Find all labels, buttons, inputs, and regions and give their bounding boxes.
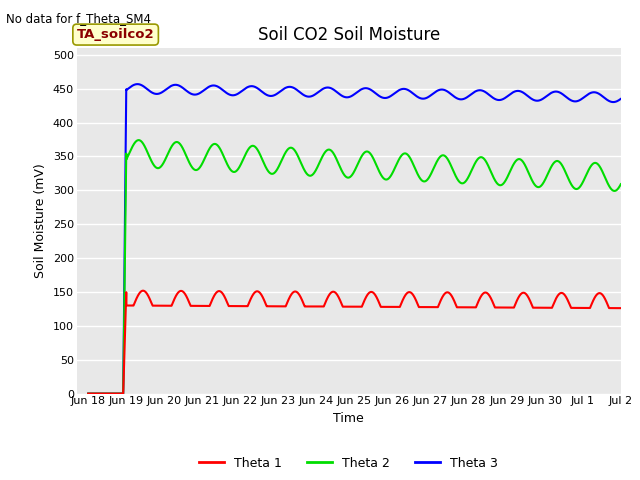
Text: No data for f_Theta_SM4: No data for f_Theta_SM4 (6, 12, 152, 25)
Text: TA_soilco2: TA_soilco2 (77, 28, 154, 41)
Title: Soil CO2 Soil Moisture: Soil CO2 Soil Moisture (258, 25, 440, 44)
Legend: Theta 1, Theta 2, Theta 3: Theta 1, Theta 2, Theta 3 (195, 452, 503, 475)
Y-axis label: Soil Moisture (mV): Soil Moisture (mV) (35, 163, 47, 278)
X-axis label: Time: Time (333, 412, 364, 425)
